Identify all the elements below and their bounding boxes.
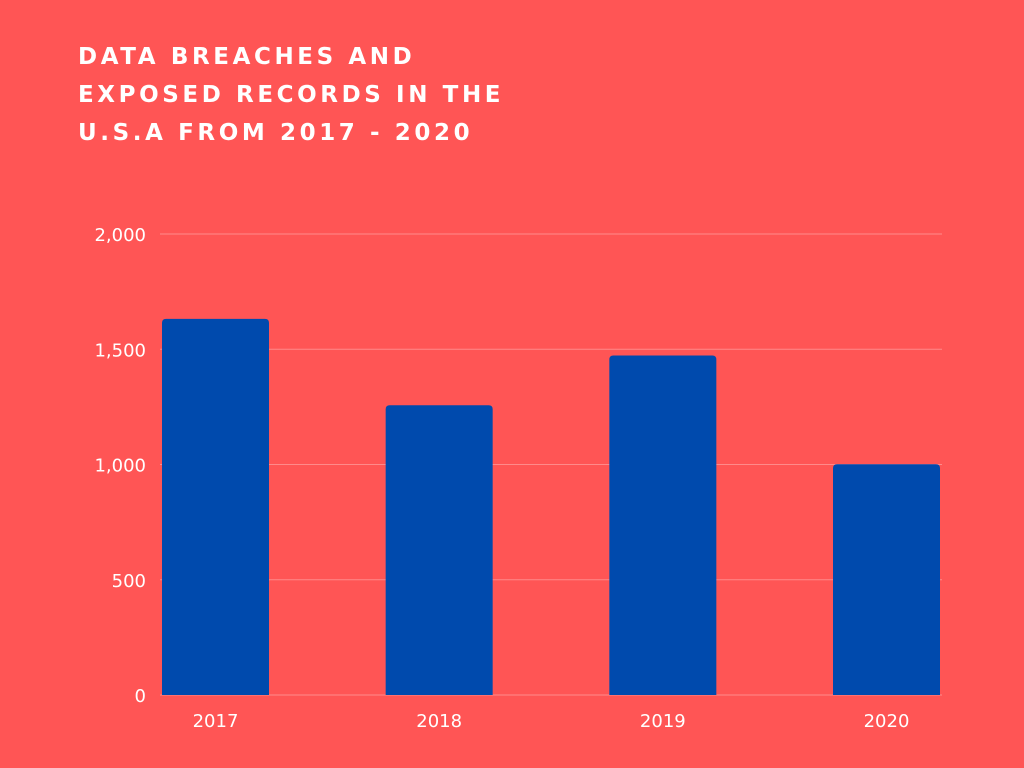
y-tick-label: 500 [112, 571, 146, 592]
x-tick-label: 2017 [193, 711, 239, 732]
y-tick-label: 1,500 [94, 340, 146, 361]
y-tick-label: 2,000 [94, 225, 146, 246]
bar-2020 [833, 464, 940, 695]
y-tick-label: 0 [135, 686, 146, 707]
x-tick-label: 2018 [416, 711, 462, 732]
bar-2017 [162, 318, 269, 695]
y-tick-label: 1,000 [94, 456, 146, 477]
chart-title-line-2: EXPOSED RECORDS IN THE [78, 82, 505, 108]
x-tick-label: 2020 [864, 711, 910, 732]
chart-title-line-1: DATA BREACHES AND [78, 44, 416, 70]
x-tick-label: 2019 [640, 711, 686, 732]
bar-2019 [609, 355, 717, 695]
chart-title-line-3: U.S.A FROM 2017 - 2020 [78, 120, 474, 146]
chart-title: DATA BREACHES AND EXPOSED RECORDS IN THE… [78, 38, 698, 152]
bar-2018 [385, 405, 493, 695]
